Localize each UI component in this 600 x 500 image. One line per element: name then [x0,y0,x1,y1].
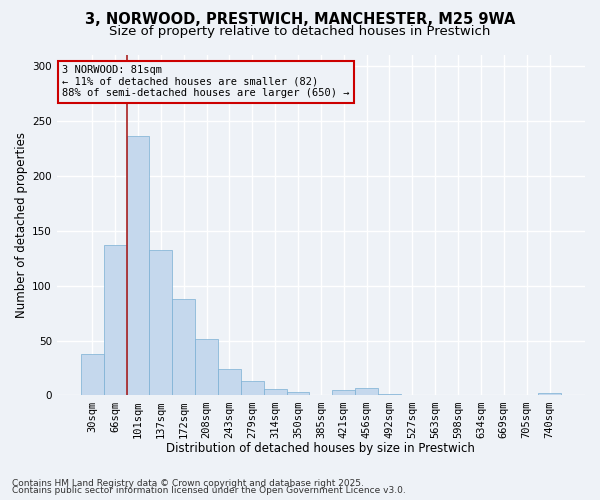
Text: 3 NORWOOD: 81sqm
← 11% of detached houses are smaller (82)
88% of semi-detached : 3 NORWOOD: 81sqm ← 11% of detached house… [62,65,350,98]
X-axis label: Distribution of detached houses by size in Prestwich: Distribution of detached houses by size … [166,442,475,455]
Bar [127,136,149,396]
Text: Contains HM Land Registry data © Crown copyright and database right 2025.: Contains HM Land Registry data © Crown c… [12,478,364,488]
Bar [538,394,561,396]
Text: Contains public sector information licensed under the Open Government Licence v3: Contains public sector information licen… [12,486,406,495]
Y-axis label: Number of detached properties: Number of detached properties [15,132,28,318]
Bar [149,250,172,396]
Bar [172,299,195,396]
Bar [241,381,264,396]
Bar [81,354,104,396]
Bar [287,392,310,396]
Text: 3, NORWOOD, PRESTWICH, MANCHESTER, M25 9WA: 3, NORWOOD, PRESTWICH, MANCHESTER, M25 9… [85,12,515,28]
Text: Size of property relative to detached houses in Prestwich: Size of property relative to detached ho… [109,25,491,38]
Bar [195,340,218,396]
Bar [218,369,241,396]
Bar [264,389,287,396]
Bar [104,245,127,396]
Bar [378,394,401,396]
Bar [355,388,378,396]
Bar [332,390,355,396]
